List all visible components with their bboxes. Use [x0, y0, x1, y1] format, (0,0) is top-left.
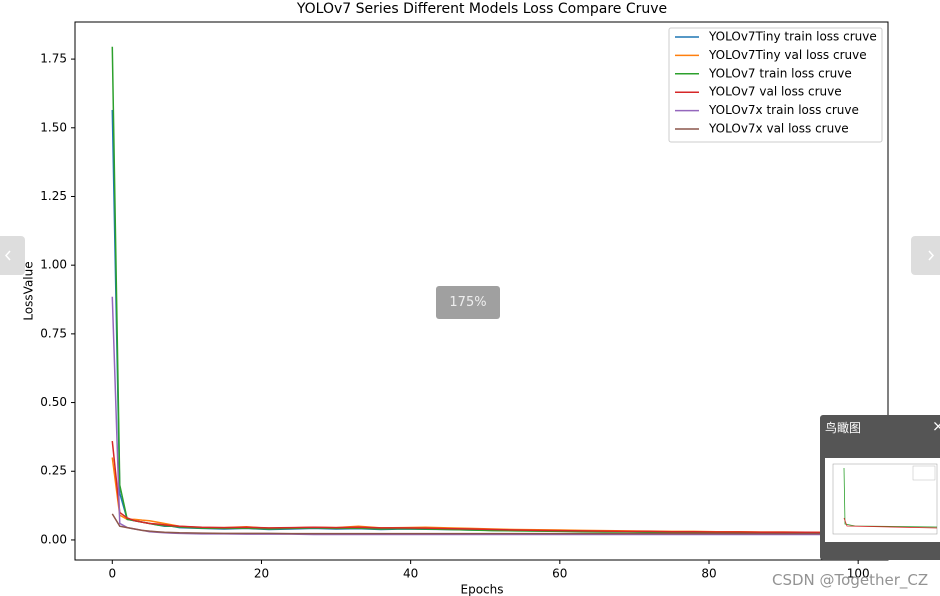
legend-label: YOLOv7x train loss cruve [708, 103, 859, 117]
legend-box [668, 27, 883, 143]
x-tick-label: 60 [552, 567, 567, 581]
y-tick-label: 0.25 [40, 464, 67, 478]
y-tick-label: 0.75 [40, 326, 67, 340]
x-tick-label: 0 [108, 567, 116, 581]
next-button[interactable] [911, 236, 940, 275]
loss-line [111, 109, 851, 534]
overview-panel: 鸟瞰图 × [820, 415, 940, 560]
x-tick-label: 40 [403, 567, 418, 581]
legend-label: YOLOv7Tiny train loss cruve [708, 30, 877, 44]
y-tick-label: 1.50 [40, 120, 67, 134]
prev-icon [4, 250, 11, 261]
y-tick-label: 0.50 [40, 395, 67, 409]
x-tick-label: 80 [701, 567, 716, 581]
x-axis-label: Epochs [461, 583, 504, 596]
loss-line [111, 513, 851, 535]
legend-label: YOLOv7x val loss cruve [708, 122, 849, 136]
overview-title: 鸟瞰图 [825, 421, 862, 435]
plot-frame [74, 21, 889, 561]
loss-line [111, 46, 851, 535]
zoom-badge: 175% [436, 286, 500, 319]
loss-line [111, 296, 851, 536]
y-tick-label: 1.25 [40, 189, 67, 203]
overview-thumbnail [825, 458, 940, 542]
y-axis-label: LossValue [22, 261, 36, 320]
prev-button[interactable] [0, 236, 25, 275]
legend-label: YOLOv7Tiny val loss cruve [708, 48, 867, 62]
x-tick-label: 100 [847, 567, 870, 581]
y-tick-label: 0.00 [40, 532, 67, 546]
chart-title: YOLOv7 Series Different Models Loss Comp… [296, 1, 667, 17]
legend-label: YOLOv7 train loss cruve [708, 66, 852, 80]
y-tick-label: 1.00 [40, 258, 67, 272]
x-tick-label: 20 [254, 567, 269, 581]
next-icon [928, 250, 935, 261]
overview-close[interactable]: × [932, 417, 940, 435]
watermark: CSDN @Together_CZ [772, 571, 929, 589]
legend-label: YOLOv7 val loss cruve [708, 85, 842, 99]
loss-line [111, 457, 851, 533]
loss-line [111, 440, 851, 534]
y-tick-label: 1.75 [40, 52, 67, 66]
